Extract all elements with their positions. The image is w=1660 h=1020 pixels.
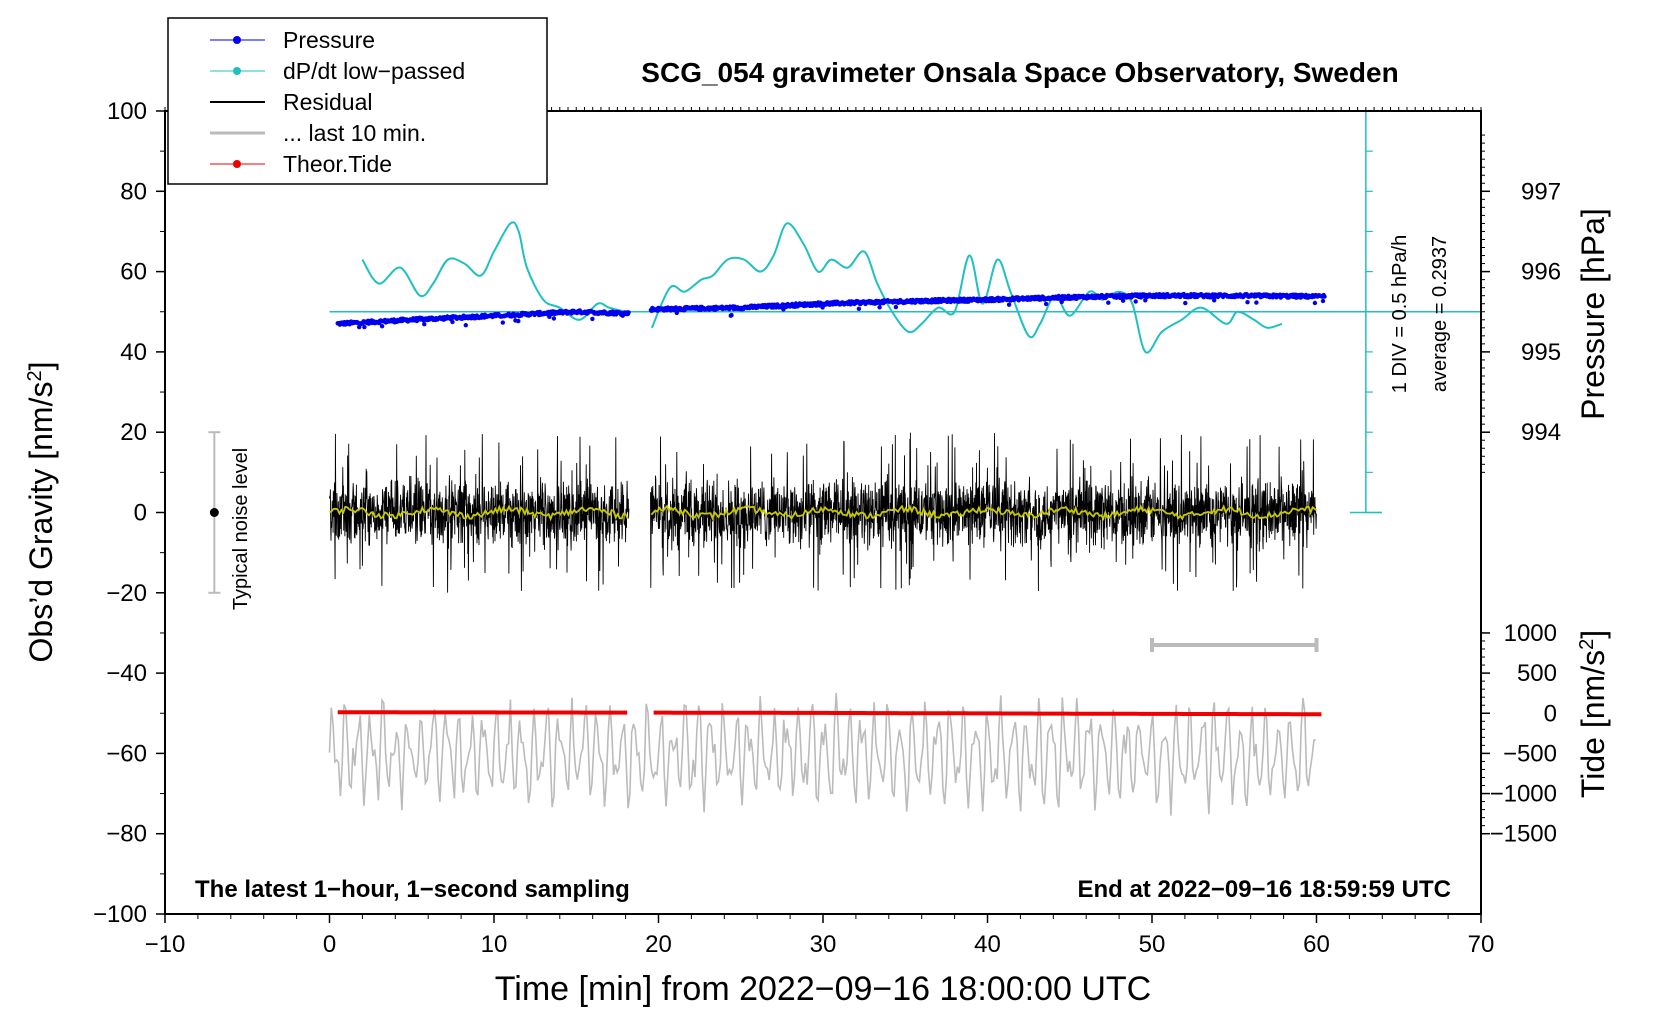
pressure-tick-label: 997 bbox=[1521, 178, 1561, 205]
axes: −10 0 10 20 30 40 50 60 70−100−80−60−40−20020406… bbox=[93, 98, 1561, 958]
legend-swatch-dot bbox=[233, 160, 241, 168]
y-tick-label: 40 bbox=[120, 339, 147, 366]
tide-tick-label: 1000 bbox=[1504, 620, 1557, 647]
pressure-point bbox=[1245, 300, 1250, 305]
y-tick-label: 0 bbox=[134, 500, 147, 527]
noise-level-dot bbox=[209, 508, 219, 517]
pressure-point bbox=[1312, 300, 1318, 306]
pressure-point bbox=[1043, 301, 1049, 307]
annotation-scale-average: average = 0.2937 bbox=[1429, 236, 1451, 392]
pressure-tick-label: 994 bbox=[1521, 419, 1561, 446]
y-axis-label-tide: Tide [nm/s2] bbox=[1575, 630, 1611, 798]
legend-label: Theor.Tide bbox=[283, 151, 392, 177]
pressure-point bbox=[1133, 299, 1138, 304]
pressure-point bbox=[1320, 298, 1326, 304]
pressure-tick-label: 996 bbox=[1521, 259, 1561, 286]
tide-tick-label: 0 bbox=[1544, 700, 1557, 727]
annotation-noise-label: Typical noise level bbox=[230, 448, 252, 610]
x-tick-label: −10 bbox=[145, 931, 186, 958]
pressure-point bbox=[500, 320, 505, 325]
y-tick-label: 80 bbox=[120, 178, 147, 205]
tide-series bbox=[337, 710, 1322, 717]
tide-tick-label: −1500 bbox=[1490, 821, 1557, 848]
pressure-point bbox=[1322, 294, 1327, 299]
pressure-point bbox=[1120, 298, 1126, 303]
legend-swatch-dot bbox=[233, 67, 241, 75]
x-tick-label: 30 bbox=[810, 931, 837, 958]
chart-title: SCG_054 gravimeter Onsala Space Observat… bbox=[641, 57, 1398, 88]
legend-label: ... last 10 min. bbox=[283, 120, 426, 146]
y-axis-label-pressure: Pressure [hPa] bbox=[1575, 208, 1611, 420]
pressure-point bbox=[422, 322, 427, 327]
x-tick-label: 50 bbox=[1139, 931, 1166, 958]
pressure-point bbox=[877, 305, 882, 310]
legend-swatch-dot bbox=[233, 36, 241, 44]
y-tick-label: −100 bbox=[93, 901, 147, 928]
legend-label: dP/dt low−passed bbox=[283, 58, 465, 84]
tide-tick-label: −1000 bbox=[1490, 781, 1557, 808]
x-tick-label: 40 bbox=[974, 931, 1001, 958]
x-axis-label: Time [min] from 2022−09−16 18:00:00 UTC bbox=[495, 970, 1151, 1008]
pressure-point bbox=[516, 318, 521, 324]
pressure-point bbox=[781, 307, 786, 312]
tide-tick-label: 500 bbox=[1517, 660, 1557, 687]
pressure-point bbox=[626, 310, 631, 315]
pressure-point bbox=[362, 324, 367, 330]
pressure-point bbox=[856, 306, 862, 311]
pressure-point bbox=[893, 304, 899, 310]
x-tick-label: 70 bbox=[1468, 931, 1495, 958]
y-tick-label: −20 bbox=[106, 580, 147, 607]
x-tick-label: 0 bbox=[323, 931, 336, 958]
pressure-point bbox=[551, 316, 557, 321]
dpdt-series-line bbox=[650, 222, 1283, 354]
annotation-end-time: End at 2022−09−16 18:59:59 UTC bbox=[1077, 876, 1451, 903]
tide-series-line bbox=[653, 710, 1322, 717]
x-tick-label: 20 bbox=[645, 931, 672, 958]
y-tick-label: −60 bbox=[106, 740, 147, 767]
pressure-point bbox=[1106, 300, 1111, 305]
y-tick-label: 100 bbox=[107, 98, 147, 125]
annotation-sampling: The latest 1−hour, 1−second sampling bbox=[195, 876, 630, 903]
annotation-scale-div: 1 DIV = 0.5 hPa/h bbox=[1389, 235, 1411, 393]
pressure-tick-label: 995 bbox=[1521, 339, 1561, 366]
pressure-point bbox=[379, 324, 385, 329]
dpdt-series-line bbox=[361, 221, 626, 321]
pressure-series bbox=[335, 291, 1327, 330]
residual-smoothed-line bbox=[329, 504, 1318, 522]
tide-tick-label: −500 bbox=[1503, 740, 1557, 767]
pressure-point bbox=[729, 312, 734, 318]
legend-label: Residual bbox=[283, 89, 373, 115]
pressure-point bbox=[590, 316, 595, 322]
y-tick-label: 20 bbox=[120, 419, 147, 446]
plot-area bbox=[208, 111, 1481, 816]
y-tick-label: 60 bbox=[120, 259, 147, 286]
y-tick-label: −40 bbox=[106, 660, 147, 687]
y-axis-label-gravity: Obs’d Gravity [nm/s2] bbox=[23, 362, 59, 663]
pressure-point bbox=[1212, 298, 1217, 303]
legend: Pressure dP/dt low−passed Residual ... last… bbox=[167, 17, 548, 185]
pressure-point bbox=[463, 323, 468, 328]
legend-label: Pressure bbox=[283, 27, 375, 53]
last10-series-line bbox=[328, 692, 1317, 816]
x-tick-label: 10 bbox=[481, 931, 508, 958]
y-tick-label: −80 bbox=[106, 821, 147, 848]
pressure-point bbox=[1183, 300, 1188, 306]
x-tick-label: 60 bbox=[1303, 931, 1330, 958]
pressure-point bbox=[450, 319, 455, 325]
pressure-point bbox=[1254, 300, 1259, 305]
pressure-point bbox=[1006, 302, 1012, 307]
